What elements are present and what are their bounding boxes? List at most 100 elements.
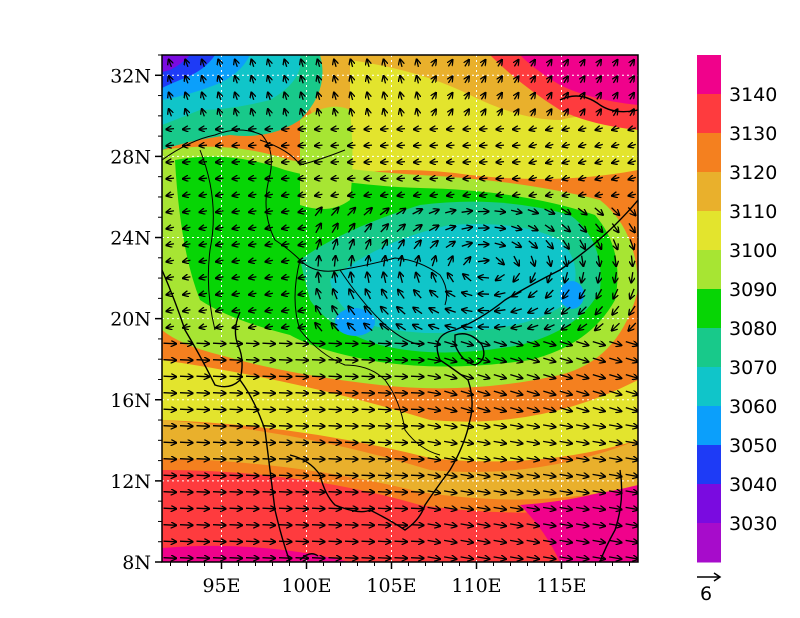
wind-vector bbox=[295, 376, 309, 377]
wind-vector bbox=[328, 475, 342, 476]
wind-vector bbox=[545, 325, 555, 330]
wind-vector bbox=[465, 76, 469, 84]
wind-vector bbox=[465, 60, 469, 67]
wind-vector bbox=[559, 375, 572, 379]
wind-vector bbox=[528, 240, 537, 248]
wind-vector bbox=[381, 194, 389, 196]
wind-vector bbox=[611, 207, 620, 216]
wind-vector bbox=[166, 310, 175, 312]
wind-vector bbox=[212, 426, 226, 427]
wind-vector bbox=[183, 194, 191, 196]
wind-vector bbox=[199, 293, 208, 295]
wind-vector bbox=[462, 326, 473, 327]
wind-vector bbox=[413, 307, 423, 315]
wind-vector bbox=[347, 224, 354, 233]
wind-vector bbox=[278, 393, 292, 394]
wind-vector bbox=[496, 129, 505, 130]
wind-vector bbox=[199, 244, 208, 246]
wind-vector bbox=[334, 256, 335, 267]
wind-vector bbox=[348, 178, 356, 179]
wind-vector bbox=[348, 162, 356, 163]
wind-vector bbox=[179, 541, 193, 542]
wind-vector bbox=[166, 129, 175, 130]
wind-vector bbox=[328, 426, 342, 427]
colorbar-segment bbox=[697, 55, 721, 95]
wind-vector bbox=[212, 541, 226, 542]
wind-vector bbox=[510, 391, 522, 395]
wind-vector bbox=[427, 507, 441, 509]
wind-vector bbox=[625, 458, 638, 460]
wind-vector bbox=[377, 393, 391, 394]
wind-vector bbox=[546, 161, 554, 163]
wind-vector bbox=[377, 541, 391, 542]
wind-vector bbox=[232, 260, 241, 262]
wind-vector bbox=[494, 211, 506, 212]
wind-vector bbox=[562, 239, 569, 249]
wind-vector bbox=[232, 211, 241, 213]
wind-vector bbox=[476, 507, 490, 509]
wind-vector bbox=[627, 206, 635, 215]
wind-vector bbox=[445, 326, 456, 329]
wind-vector bbox=[625, 408, 638, 412]
wind-vector bbox=[317, 59, 319, 67]
wind-vector bbox=[545, 239, 553, 248]
wind-vector bbox=[377, 426, 391, 427]
wind-vector bbox=[625, 491, 638, 493]
wind-vector bbox=[196, 558, 210, 559]
wind-vector bbox=[196, 343, 210, 344]
wind-vector bbox=[348, 129, 356, 130]
wind-vector bbox=[448, 109, 452, 117]
colorbar-segment bbox=[697, 367, 721, 407]
wind-vector bbox=[166, 194, 175, 196]
wind-vector bbox=[216, 145, 224, 146]
wind-vector bbox=[580, 289, 586, 298]
wind-vector bbox=[245, 360, 259, 361]
wind-vector bbox=[179, 376, 193, 377]
wind-vector bbox=[528, 325, 539, 329]
wind-vector bbox=[592, 458, 606, 460]
wind-vector bbox=[196, 475, 210, 476]
wind-vector bbox=[493, 557, 507, 559]
wind-vector bbox=[460, 375, 473, 379]
wind-vector bbox=[185, 92, 188, 101]
wind-vector bbox=[216, 178, 224, 179]
wind-vector bbox=[163, 360, 177, 361]
wind-vector bbox=[542, 540, 556, 542]
wind-vector bbox=[301, 109, 303, 117]
wind-vector bbox=[531, 109, 535, 117]
wind-vector bbox=[397, 178, 406, 179]
wind-vector bbox=[295, 558, 309, 559]
wind-vector bbox=[196, 508, 210, 509]
wind-vector bbox=[546, 194, 554, 196]
wind-vector bbox=[394, 475, 408, 476]
wind-vector bbox=[367, 272, 369, 284]
wind-vector bbox=[245, 492, 259, 493]
wind-vector bbox=[381, 162, 389, 163]
wind-vector bbox=[575, 557, 589, 559]
lat-tick-label: 20N bbox=[110, 309, 151, 331]
wind-vector bbox=[410, 393, 424, 394]
wind-vector bbox=[179, 492, 193, 493]
wind-vector bbox=[582, 255, 584, 267]
wind-vector bbox=[183, 244, 191, 246]
wind-vector bbox=[480, 178, 488, 179]
wind-vector bbox=[348, 323, 356, 332]
wind-vector bbox=[265, 260, 274, 262]
wind-vector bbox=[344, 360, 358, 361]
wind-vector bbox=[179, 442, 193, 443]
colorbar-label: 3040 bbox=[729, 474, 777, 496]
wind-vector bbox=[163, 343, 177, 344]
wind-vector bbox=[564, 60, 568, 67]
wind-vector bbox=[216, 310, 224, 312]
wind-vector bbox=[278, 508, 292, 509]
wind-vector bbox=[630, 93, 634, 100]
wind-vector bbox=[628, 194, 637, 196]
wind-vector bbox=[416, 272, 419, 283]
wind-vector bbox=[212, 558, 226, 559]
wind-vector bbox=[547, 93, 551, 100]
wind-vector bbox=[311, 409, 325, 410]
wind-vector bbox=[498, 109, 502, 117]
wind-vector bbox=[364, 323, 373, 332]
wind-vector bbox=[183, 129, 191, 130]
wind-vector bbox=[202, 109, 205, 117]
